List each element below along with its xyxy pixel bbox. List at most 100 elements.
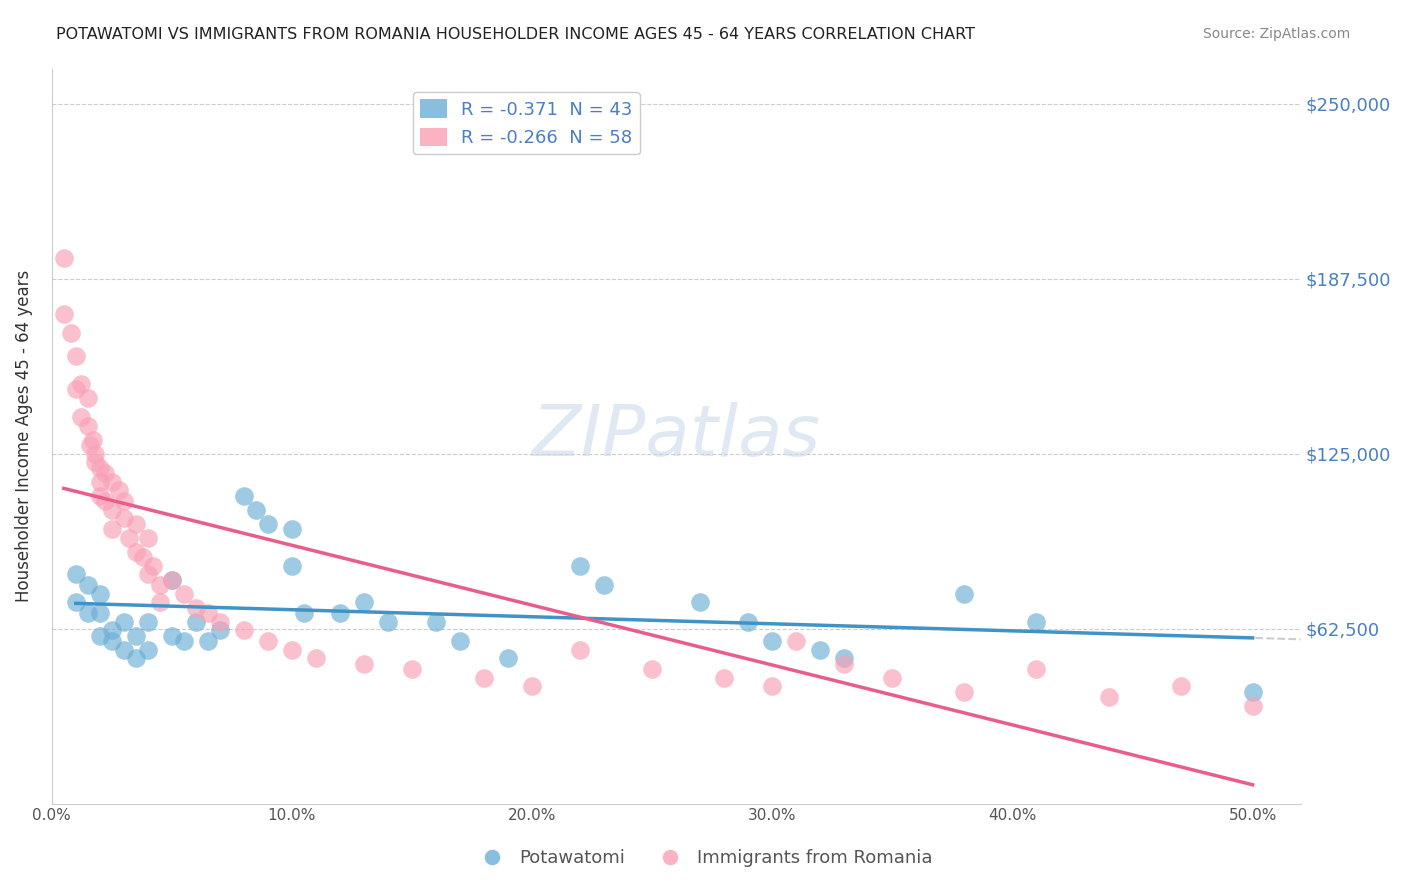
Point: [108, 483, 131, 497]
Point: [160, 573, 183, 587]
Point: [808, 642, 831, 657]
Point: [197, 634, 219, 648]
Point: [76, 606, 98, 620]
Point: [1097, 690, 1119, 705]
Point: [689, 595, 711, 609]
Point: [281, 522, 304, 536]
Point: [761, 679, 783, 693]
Point: [160, 573, 183, 587]
Point: [149, 578, 172, 592]
Point: [232, 489, 254, 503]
Point: [89, 489, 111, 503]
Point: [89, 475, 111, 489]
Point: [329, 606, 352, 620]
Point: [79, 438, 101, 452]
Point: [101, 522, 124, 536]
Point: [65, 382, 87, 396]
Point: [737, 615, 759, 629]
Point: [76, 418, 98, 433]
Point: [208, 623, 231, 637]
Point: [834, 651, 856, 665]
Point: [305, 651, 328, 665]
Point: [112, 642, 135, 657]
Point: [232, 623, 254, 637]
Point: [59, 326, 82, 340]
Point: [1025, 615, 1047, 629]
Point: [569, 558, 592, 573]
Point: [953, 586, 976, 600]
Point: [1241, 684, 1264, 698]
Point: [52, 307, 75, 321]
Point: [125, 516, 148, 531]
Point: [76, 391, 98, 405]
Point: [496, 651, 519, 665]
Point: [101, 502, 124, 516]
Point: [112, 511, 135, 525]
Point: [136, 642, 159, 657]
Point: [173, 586, 195, 600]
Point: [112, 615, 135, 629]
Point: [353, 657, 375, 671]
Point: [125, 629, 148, 643]
Point: [834, 657, 856, 671]
Point: [89, 629, 111, 643]
Point: [785, 634, 807, 648]
Point: [292, 606, 315, 620]
Point: [82, 433, 104, 447]
Point: [953, 684, 976, 698]
Point: [101, 634, 124, 648]
Point: [472, 671, 495, 685]
Point: [89, 586, 111, 600]
Point: [132, 550, 155, 565]
Legend: R = -0.371  N = 43, R = -0.266  N = 58: R = -0.371 N = 43, R = -0.266 N = 58: [412, 92, 640, 154]
Point: [353, 595, 375, 609]
Point: [65, 566, 87, 581]
Point: [125, 651, 148, 665]
Point: [569, 642, 592, 657]
Point: [593, 578, 616, 592]
Point: [184, 600, 207, 615]
Text: ZIPatlas: ZIPatlas: [531, 401, 821, 471]
Point: [520, 679, 543, 693]
Point: [713, 671, 735, 685]
Point: [281, 642, 304, 657]
Point: [281, 558, 304, 573]
Point: [101, 623, 124, 637]
Point: [93, 466, 115, 480]
Text: Source: ZipAtlas.com: Source: ZipAtlas.com: [1202, 27, 1350, 41]
Point: [641, 662, 664, 676]
Point: [69, 410, 91, 425]
Point: [401, 662, 423, 676]
Point: [173, 634, 195, 648]
Point: [76, 578, 98, 592]
Point: [208, 615, 231, 629]
Text: POTAWATOMI VS IMMIGRANTS FROM ROMANIA HOUSEHOLDER INCOME AGES 45 - 64 YEARS CORR: POTAWATOMI VS IMMIGRANTS FROM ROMANIA HO…: [56, 27, 976, 42]
Point: [142, 558, 165, 573]
Point: [425, 615, 447, 629]
Point: [761, 634, 783, 648]
Point: [882, 671, 904, 685]
Point: [377, 615, 399, 629]
Point: [1170, 679, 1192, 693]
Point: [84, 446, 107, 460]
Point: [1025, 662, 1047, 676]
Point: [1241, 698, 1264, 713]
Point: [89, 606, 111, 620]
Point: [136, 531, 159, 545]
Point: [52, 251, 75, 265]
Point: [125, 544, 148, 558]
Point: [69, 376, 91, 391]
Point: [101, 475, 124, 489]
Point: [93, 494, 115, 508]
Point: [197, 606, 219, 620]
Y-axis label: Householder Income Ages 45 - 64 years: Householder Income Ages 45 - 64 years: [15, 270, 32, 602]
Point: [136, 566, 159, 581]
Point: [149, 595, 172, 609]
Point: [112, 494, 135, 508]
Point: [257, 634, 280, 648]
Point: [257, 516, 280, 531]
Point: [84, 455, 107, 469]
Point: [136, 615, 159, 629]
Point: [65, 595, 87, 609]
Point: [184, 615, 207, 629]
